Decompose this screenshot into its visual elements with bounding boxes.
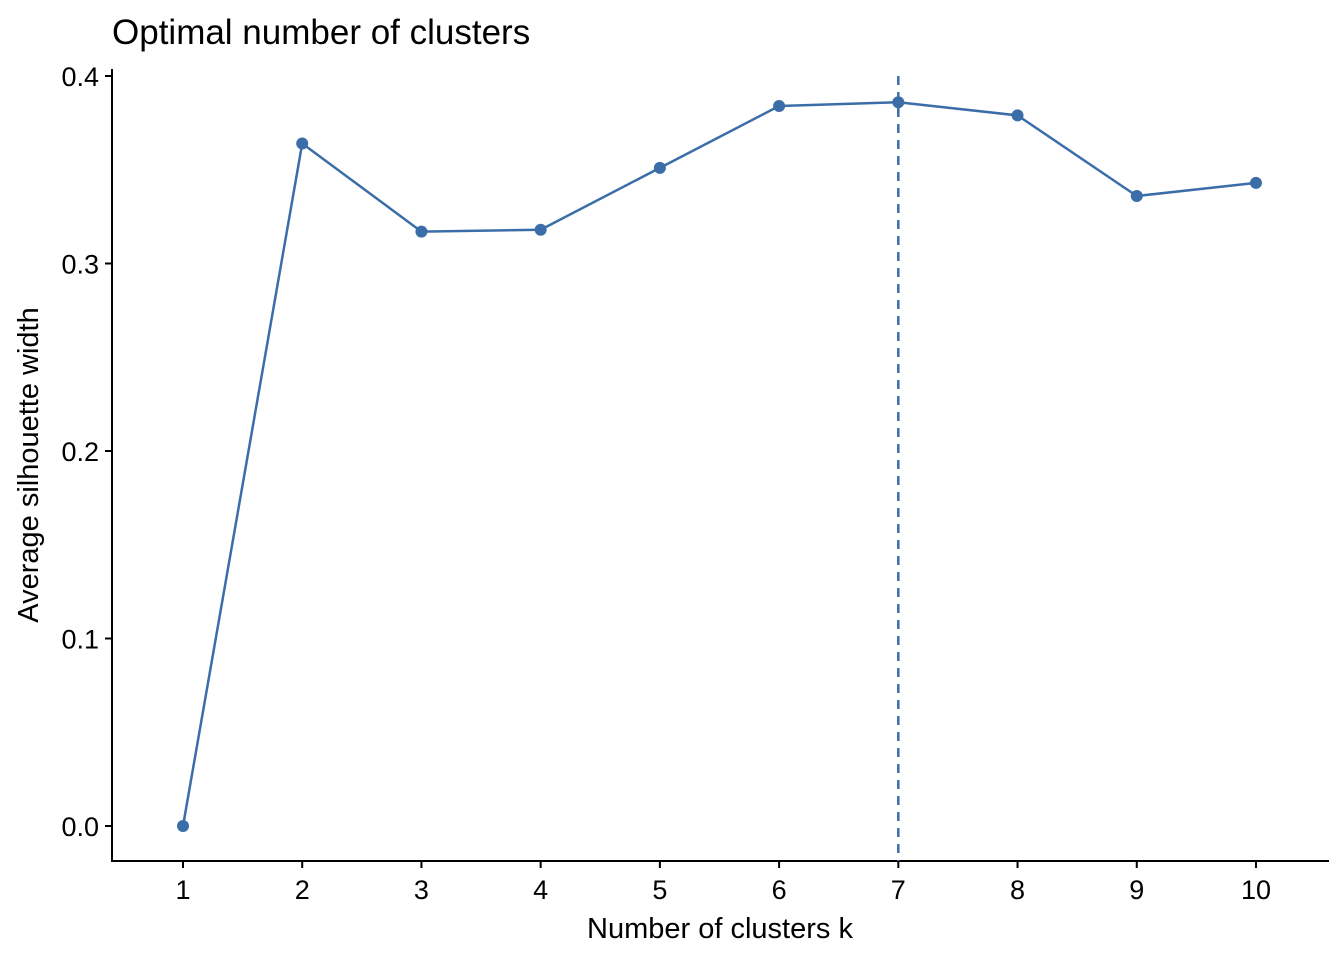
y-tick-label: 0.4 (61, 62, 99, 92)
data-point (296, 137, 309, 150)
x-tick-label: 2 (295, 875, 310, 905)
x-axis: 1 2 3 4 5 6 7 8 9 10 (111, 860, 1329, 905)
x-tick-label: 7 (891, 875, 906, 905)
data-point (892, 96, 905, 109)
x-tick-label: 6 (772, 875, 787, 905)
y-tick-label: 0.2 (61, 437, 99, 467)
data-point (1130, 190, 1143, 202)
y-tick-label: 0.0 (61, 812, 99, 842)
data-point (177, 820, 189, 832)
y-ticks: 0.0 0.1 0.2 0.3 0.4 (61, 62, 112, 842)
data-point (773, 100, 786, 112)
x-tick-label: 5 (652, 875, 667, 905)
series-layer (177, 96, 1262, 832)
series-line (181, 101, 1257, 827)
data-point (1249, 176, 1262, 189)
y-axis: 0.0 0.1 0.2 0.3 0.4 (61, 62, 113, 861)
x-ticks: 1 2 3 4 5 6 7 8 9 10 (175, 861, 1271, 905)
data-point (1011, 109, 1024, 122)
x-tick-label: 4 (533, 875, 548, 905)
y-tick-label: 0.1 (61, 625, 99, 655)
x-tick-label: 1 (175, 875, 190, 905)
y-axis-label: Average silhouette width (13, 307, 45, 622)
data-point (534, 223, 547, 236)
data-point (653, 161, 666, 174)
chart-title: Optimal number of clusters (112, 13, 530, 52)
x-tick-label: 10 (1241, 875, 1271, 905)
y-tick-label: 0.3 (61, 250, 99, 280)
x-tick-label: 3 (414, 875, 429, 905)
x-axis-label: Number of clusters k (587, 913, 853, 945)
x-tick-label: 9 (1129, 875, 1144, 905)
x-tick-label: 8 (1010, 875, 1025, 905)
data-point (415, 225, 428, 238)
